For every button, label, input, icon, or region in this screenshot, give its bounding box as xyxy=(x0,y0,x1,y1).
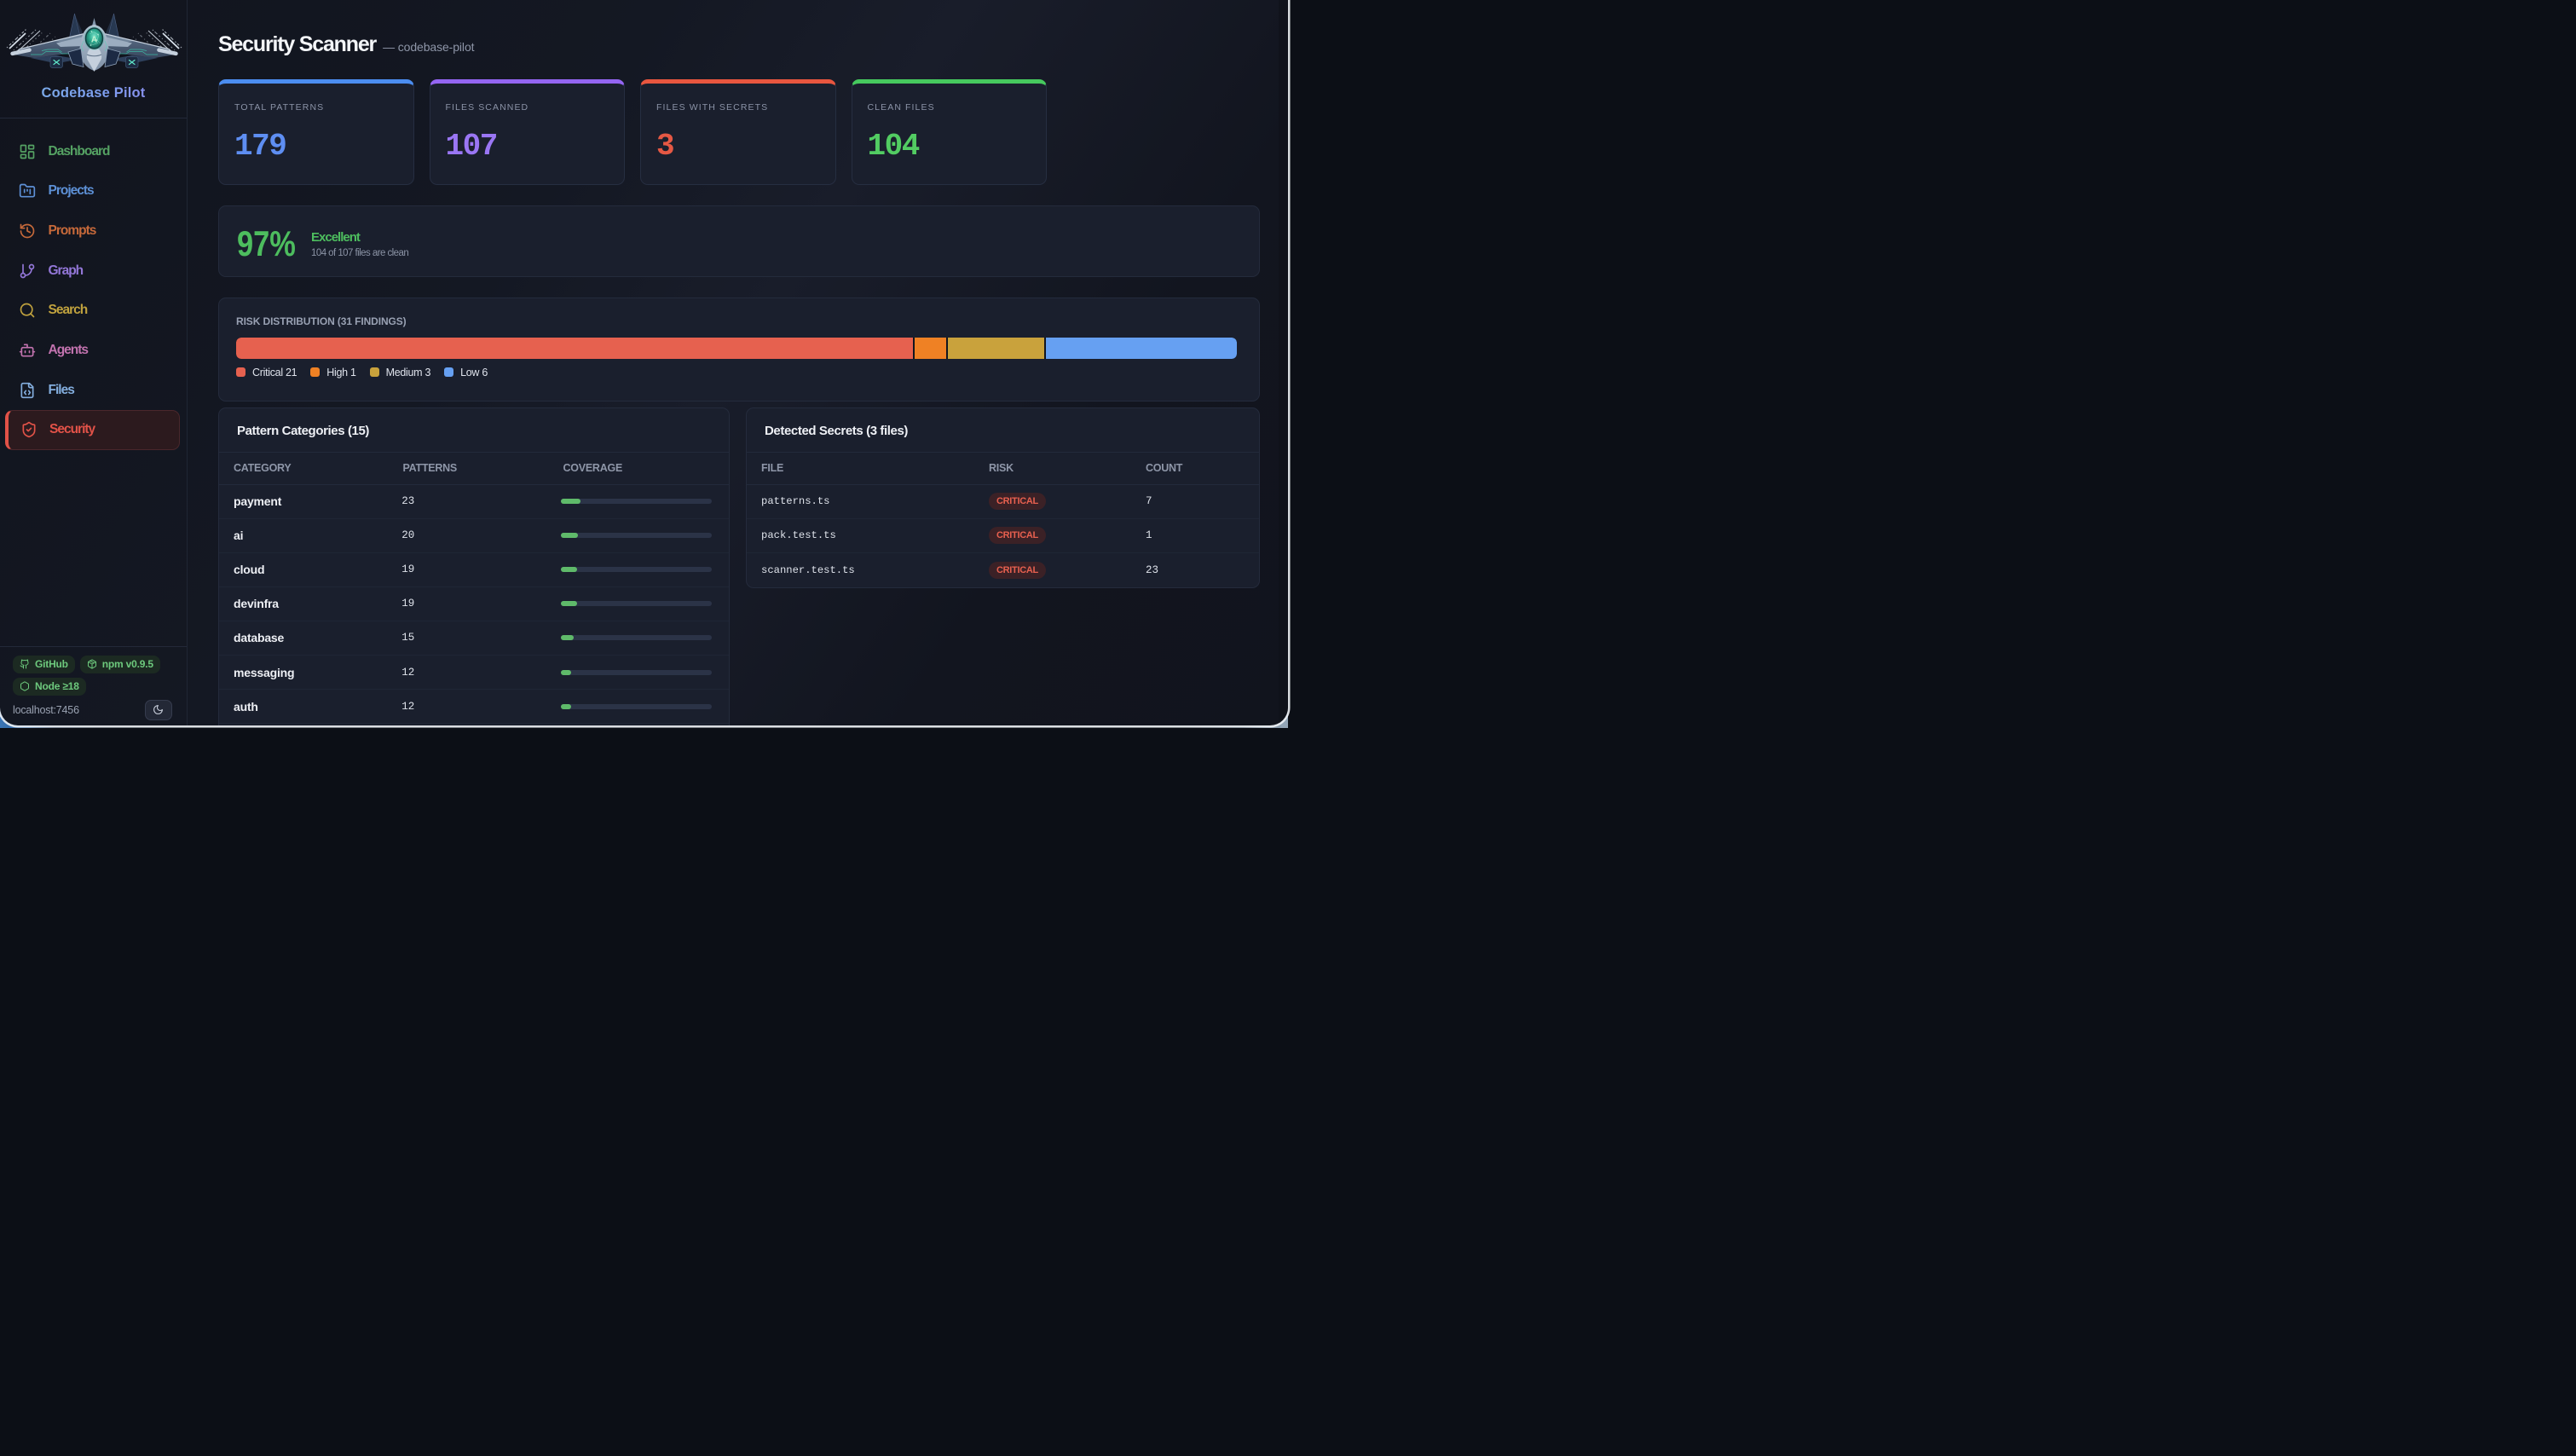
svg-text:A: A xyxy=(91,36,97,45)
